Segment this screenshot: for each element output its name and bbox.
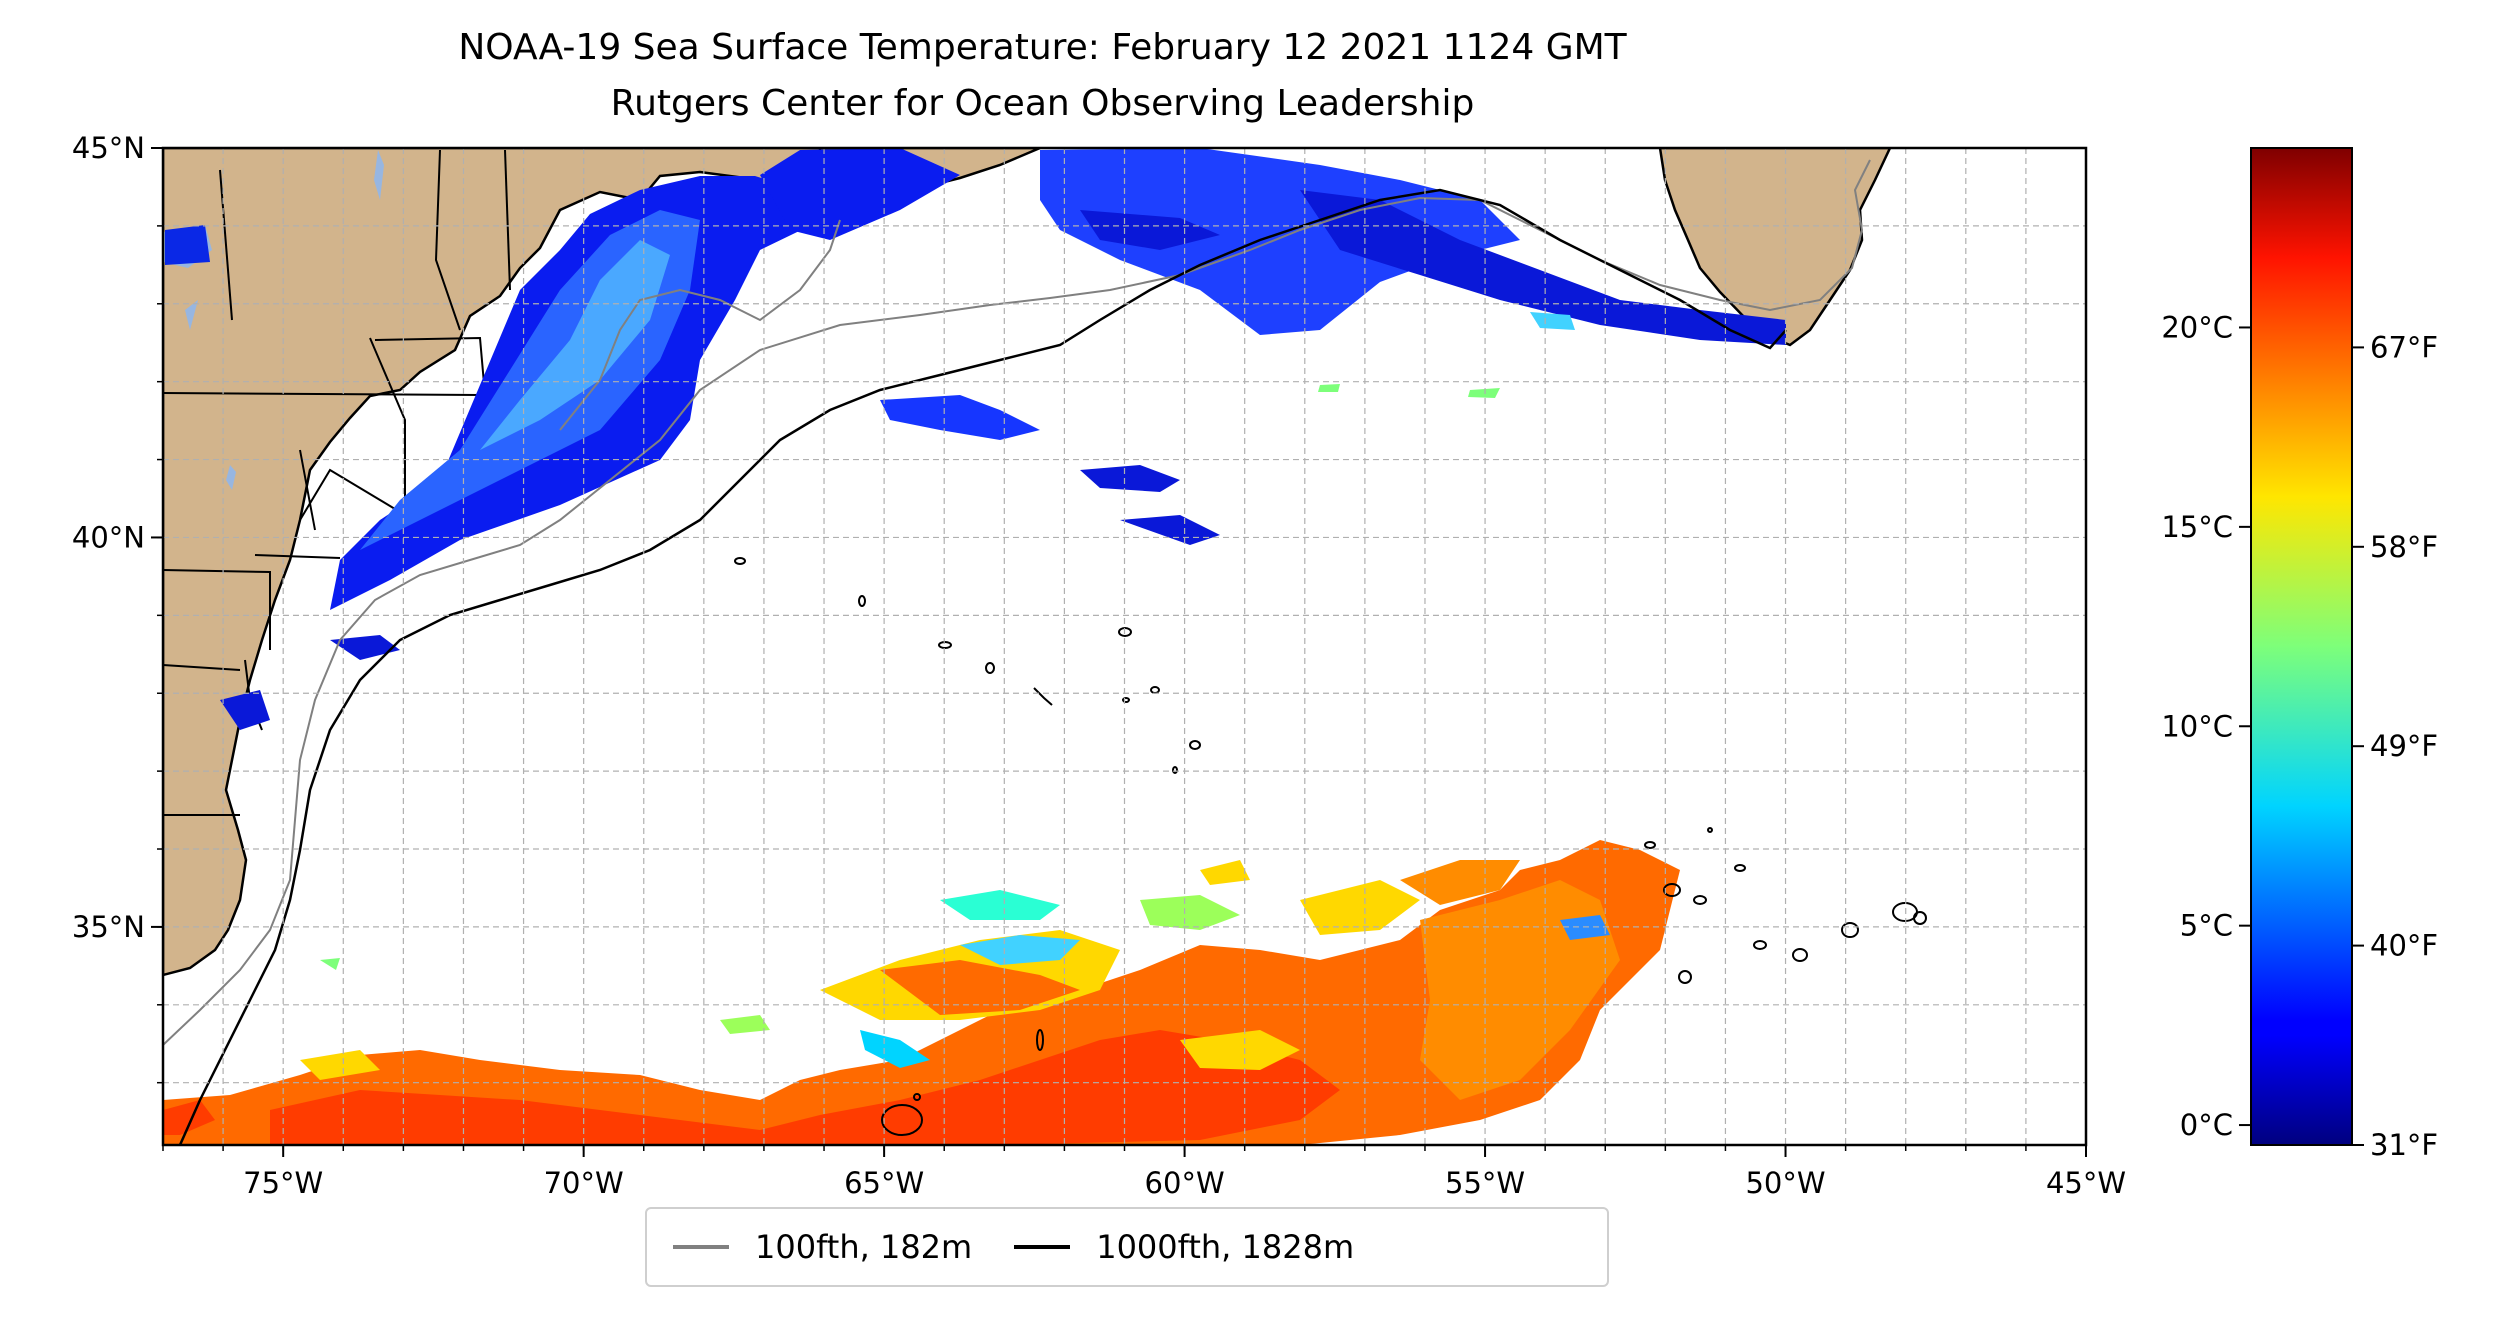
colorbar-label-c: 0°C: [2180, 1108, 2233, 1142]
colorbar-label-c: 20°C: [2161, 310, 2233, 344]
legend-item-100fth: 100fth, 182m: [673, 1228, 972, 1266]
sst-warm-patches: [163, 840, 1680, 1145]
lat-tick-label: 40°N: [72, 520, 145, 554]
lon-tick-label: 65°W: [844, 1166, 924, 1200]
sst-cold-patches: [165, 148, 1786, 730]
colorbar-label-f: 67°F: [2370, 330, 2438, 364]
map-axis-labels: 75°W 70°W 65°W 60°W 55°W 50°W 45°W 45°N 40°N 35°N: [72, 131, 2126, 1200]
legend-swatch-100fth: [673, 1245, 729, 1249]
legend-item-1000fth: 1000fth, 1828m: [1014, 1228, 1354, 1266]
land-newfoundland: [1658, 148, 1892, 347]
lon-tick-label: 45°W: [2046, 1166, 2126, 1200]
colorbar-label-c: 5°C: [2180, 909, 2233, 943]
lon-tick-label: 50°W: [1745, 1166, 1825, 1200]
legend-swatch-1000fth: [1014, 1245, 1071, 1249]
land-us-east-coast: [163, 148, 861, 977]
map-layers: [163, 148, 2086, 1145]
isobath-100fth-inner: [559, 219, 841, 431]
state-borders: [163, 149, 511, 816]
colorbar-label-f: 40°F: [2370, 929, 2438, 963]
isobath-1000fth: [178, 188, 1787, 1145]
lon-tick-label: 70°W: [544, 1166, 624, 1200]
lon-tick-label: 75°W: [243, 1166, 323, 1200]
seamount-contours: [734, 557, 1927, 1136]
map-subtitle: Rutgers Center for Ocean Observing Leade…: [610, 83, 1475, 124]
lat-tick-label: 45°N: [72, 131, 145, 165]
isobath-100fth: [163, 159, 1871, 1046]
legend-label-100fth: 100fth, 182m: [755, 1228, 973, 1266]
map-axis-ticks: [151, 147, 2087, 1157]
lon-tick-label: 55°W: [1445, 1166, 1525, 1200]
colorbar-label-c: 10°C: [2161, 709, 2233, 743]
legend-label-1000fth: 1000fth, 1828m: [1096, 1228, 1355, 1266]
colorbar-ticks: 0°C 5°C 10°C 15°C 20°C 31°F 40°F 49°F 58°F 67°F: [2161, 310, 2438, 1162]
colorbar-label-f: 58°F: [2370, 530, 2438, 564]
lat-tick-label: 35°N: [72, 910, 145, 944]
colorbar: [2250, 147, 2353, 1146]
map-gridlines: [163, 148, 2086, 1145]
colorbar-label-f: 31°F: [2370, 1128, 2438, 1162]
colorbar-label-f: 49°F: [2370, 729, 2438, 763]
map-title: NOAA-19 Sea Surface Temperature: Februar…: [458, 27, 1627, 68]
lon-tick-label: 60°W: [1145, 1166, 1225, 1200]
colorbar-label-c: 15°C: [2161, 510, 2233, 544]
isobath-legend: 100fth, 182m 1000fth, 1828m: [645, 1207, 1609, 1287]
